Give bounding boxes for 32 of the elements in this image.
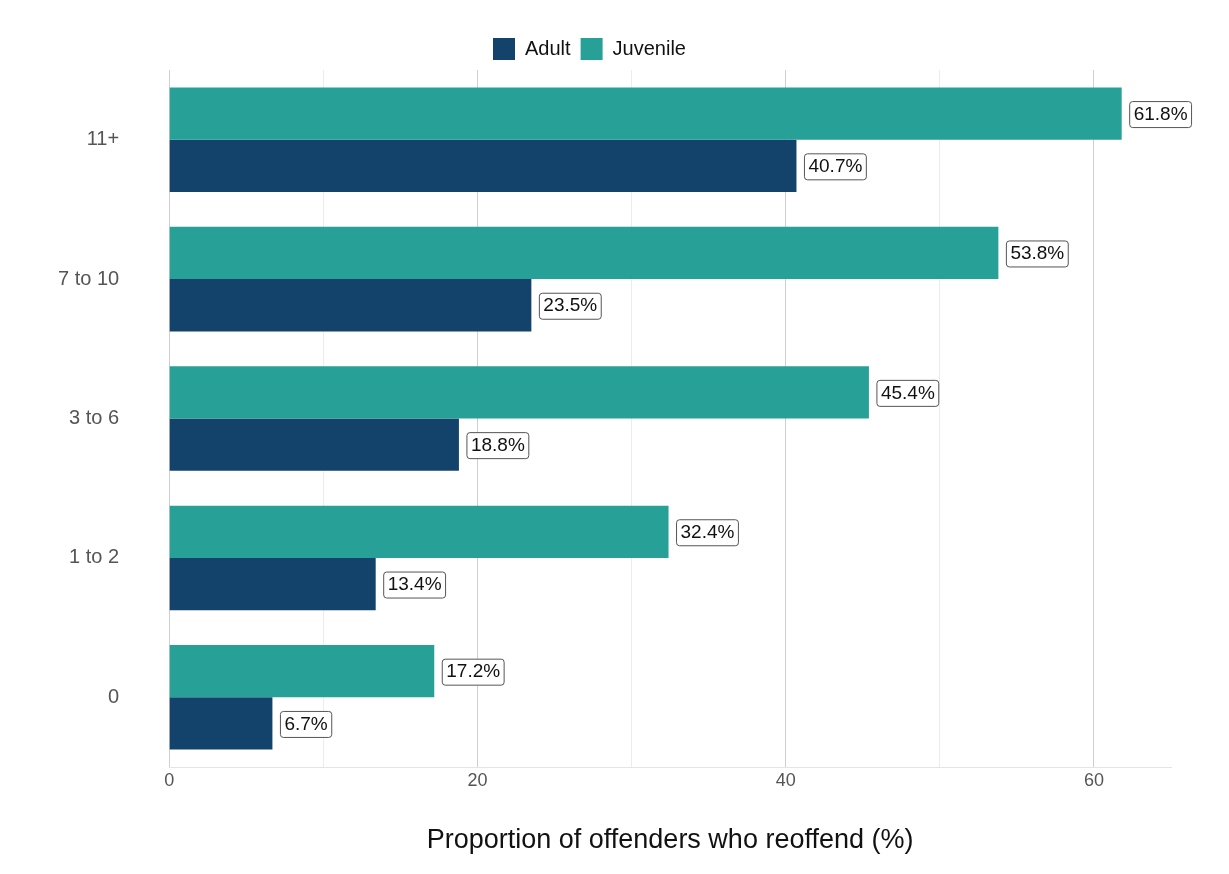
data-label: 6.7% bbox=[284, 712, 328, 734]
x-tick-label: 0 bbox=[164, 769, 175, 790]
y-tick-label: 7 to 10 bbox=[57, 266, 120, 289]
x-tick-label: 60 bbox=[1083, 769, 1104, 790]
data-label: 32.4% bbox=[680, 521, 735, 542]
data-label: 17.2% bbox=[446, 660, 501, 682]
x-axis-title: Proportion of offenders who reoffend (%) bbox=[426, 824, 914, 855]
bar bbox=[169, 418, 459, 471]
y-tick-label: 0 bbox=[108, 684, 120, 707]
y-tick-label: 1 to 2 bbox=[69, 545, 120, 568]
data-label: 18.8% bbox=[470, 433, 525, 455]
bar bbox=[169, 226, 999, 280]
legend-label: Juvenile bbox=[612, 36, 686, 59]
y-tick-label: 11+ bbox=[86, 127, 120, 150]
data-label: 13.4% bbox=[387, 573, 442, 595]
bar bbox=[169, 557, 376, 611]
bar bbox=[169, 279, 532, 332]
bar bbox=[169, 645, 435, 698]
bar bbox=[169, 366, 869, 419]
bar bbox=[169, 697, 273, 750]
bar bbox=[169, 87, 1122, 140]
legend-label: Adult bbox=[525, 36, 572, 59]
data-label: 45.4% bbox=[880, 381, 935, 403]
x-tick-label: 40 bbox=[775, 769, 796, 790]
data-label: 53.8% bbox=[1010, 242, 1065, 264]
y-tick-label: 3 to 6 bbox=[69, 406, 120, 429]
data-label: 40.7% bbox=[808, 155, 863, 177]
x-tick-label: 20 bbox=[467, 769, 488, 790]
data-label: 61.8% bbox=[1133, 102, 1188, 124]
bar bbox=[169, 139, 797, 192]
data-label: 23.5% bbox=[543, 294, 598, 316]
bar bbox=[169, 505, 669, 558]
